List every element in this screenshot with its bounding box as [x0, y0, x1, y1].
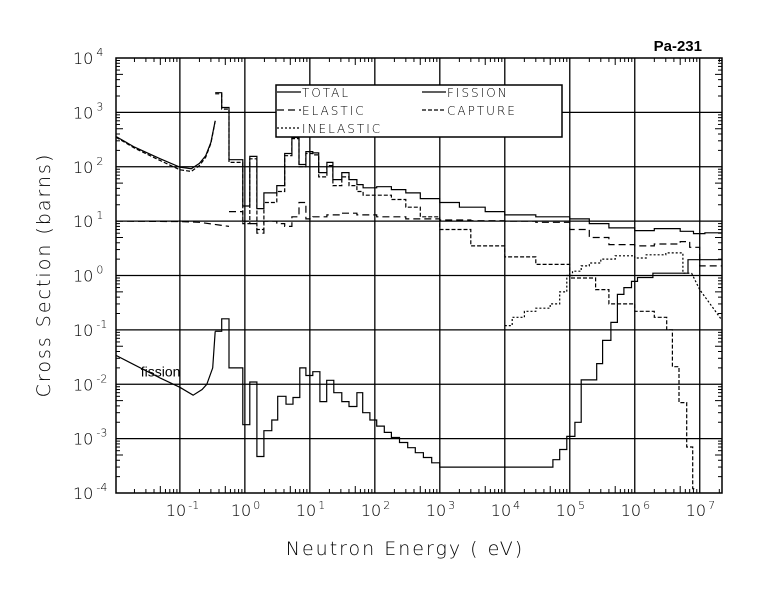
x-tick-labels: 10 -1 10 0 10 1 10 2 10 3 10 4 10 5 10 6 10 7	[166, 499, 715, 520]
annotations: fission	[141, 363, 181, 379]
legend-label: FISSION	[447, 86, 509, 100]
tick-base: 10	[426, 501, 446, 520]
series-fission-line	[115, 331, 216, 396]
x-axis-label: Neutron Energy ( eV)	[286, 538, 524, 560]
tick-exponent: 4	[96, 46, 103, 59]
tick-base: 10	[73, 267, 93, 286]
legend: TOTAL FISSION ELASTIC CAPTURE INELASTIC	[275, 84, 563, 138]
tick-base: 10	[73, 49, 93, 68]
plot-frame	[115, 57, 723, 494]
tick-exponent: -4	[96, 481, 107, 494]
tick-exponent: -3	[96, 427, 107, 440]
series-capture-line	[215, 93, 696, 490]
tick-exponent: -1	[188, 499, 199, 512]
y-tick-label: 10 -3	[73, 427, 107, 449]
tick-exponent: 1	[96, 209, 103, 222]
tick-base: 10	[73, 375, 93, 394]
tick-base: 10	[686, 501, 706, 520]
tick-exponent: 0	[96, 264, 103, 277]
x-tick-label: 10 6	[621, 499, 650, 520]
series-capture-line	[115, 120, 216, 173]
series-total-line	[115, 120, 216, 170]
tick-exponent: 3	[96, 100, 103, 113]
tick-exponent: 2	[96, 155, 103, 168]
series-elastic-line	[229, 201, 722, 267]
tick-base: 10	[556, 501, 576, 520]
legend-label: ELASTIC	[302, 104, 366, 118]
x-tick-label: 10 3	[426, 499, 455, 520]
tick-base: 10	[73, 430, 93, 449]
tick-exponent: 7	[708, 499, 715, 512]
tick-exponent: 2	[383, 499, 390, 512]
x-tick-label: 10 5	[556, 499, 585, 520]
series-lines	[115, 92, 723, 490]
tick-base: 10	[621, 501, 641, 520]
tick-exponent: -1	[96, 318, 107, 331]
series-elastic-line	[115, 220, 230, 227]
series-inelastic-line	[691, 272, 723, 321]
tick-exponent: 5	[578, 499, 585, 512]
y-tick-label: 10 -2	[73, 372, 107, 394]
y-tick-label: 10 2	[73, 155, 103, 177]
x-tick-label: 10 1	[296, 499, 325, 520]
x-tick-label: 10 4	[491, 499, 520, 520]
y-tick-label: 10 -1	[73, 318, 107, 340]
tick-base: 10	[73, 321, 93, 340]
fission-annotation: fission	[141, 363, 181, 379]
x-tick-label: 10 -1	[166, 499, 199, 520]
legend-label: CAPTURE	[447, 104, 517, 118]
tick-exponent: 0	[253, 499, 260, 512]
x-tick-label: 10 0	[231, 499, 260, 520]
tick-exponent: -2	[96, 372, 107, 385]
tick-base: 10	[296, 501, 316, 520]
tick-base: 10	[166, 501, 186, 520]
tick-exponent: 6	[643, 499, 650, 512]
y-tick-label: 10 1	[73, 209, 103, 231]
y-tick-label: 10 3	[73, 100, 103, 122]
tick-base: 10	[73, 103, 93, 122]
y-tick-label: 10 -4	[73, 481, 107, 503]
series-inelastic-line	[504, 252, 692, 327]
tick-exponent: 1	[318, 499, 325, 512]
tick-base: 10	[361, 501, 381, 520]
legend-box	[275, 84, 563, 138]
x-tick-label: 10 7	[686, 499, 715, 520]
tick-base: 10	[73, 484, 93, 503]
y-axis-label: Cross Section (barns)	[33, 153, 55, 398]
tick-base: 10	[73, 158, 93, 177]
tick-base: 10	[231, 501, 251, 520]
y-tick-label: 10 0	[73, 264, 103, 286]
tick-base: 10	[491, 501, 511, 520]
chart-title: Pa-231	[654, 38, 702, 55]
series-total-line	[215, 92, 722, 235]
series-fission-line	[215, 259, 722, 468]
y-tick-label: 10 4	[73, 46, 103, 68]
tick-exponent: 3	[448, 499, 455, 512]
legend-label: TOTAL	[302, 86, 350, 100]
tick-base: 10	[73, 212, 93, 231]
x-tick-label: 10 2	[361, 499, 390, 520]
legend-label: INELASTIC	[302, 122, 382, 136]
tick-exponent: 4	[513, 499, 520, 512]
